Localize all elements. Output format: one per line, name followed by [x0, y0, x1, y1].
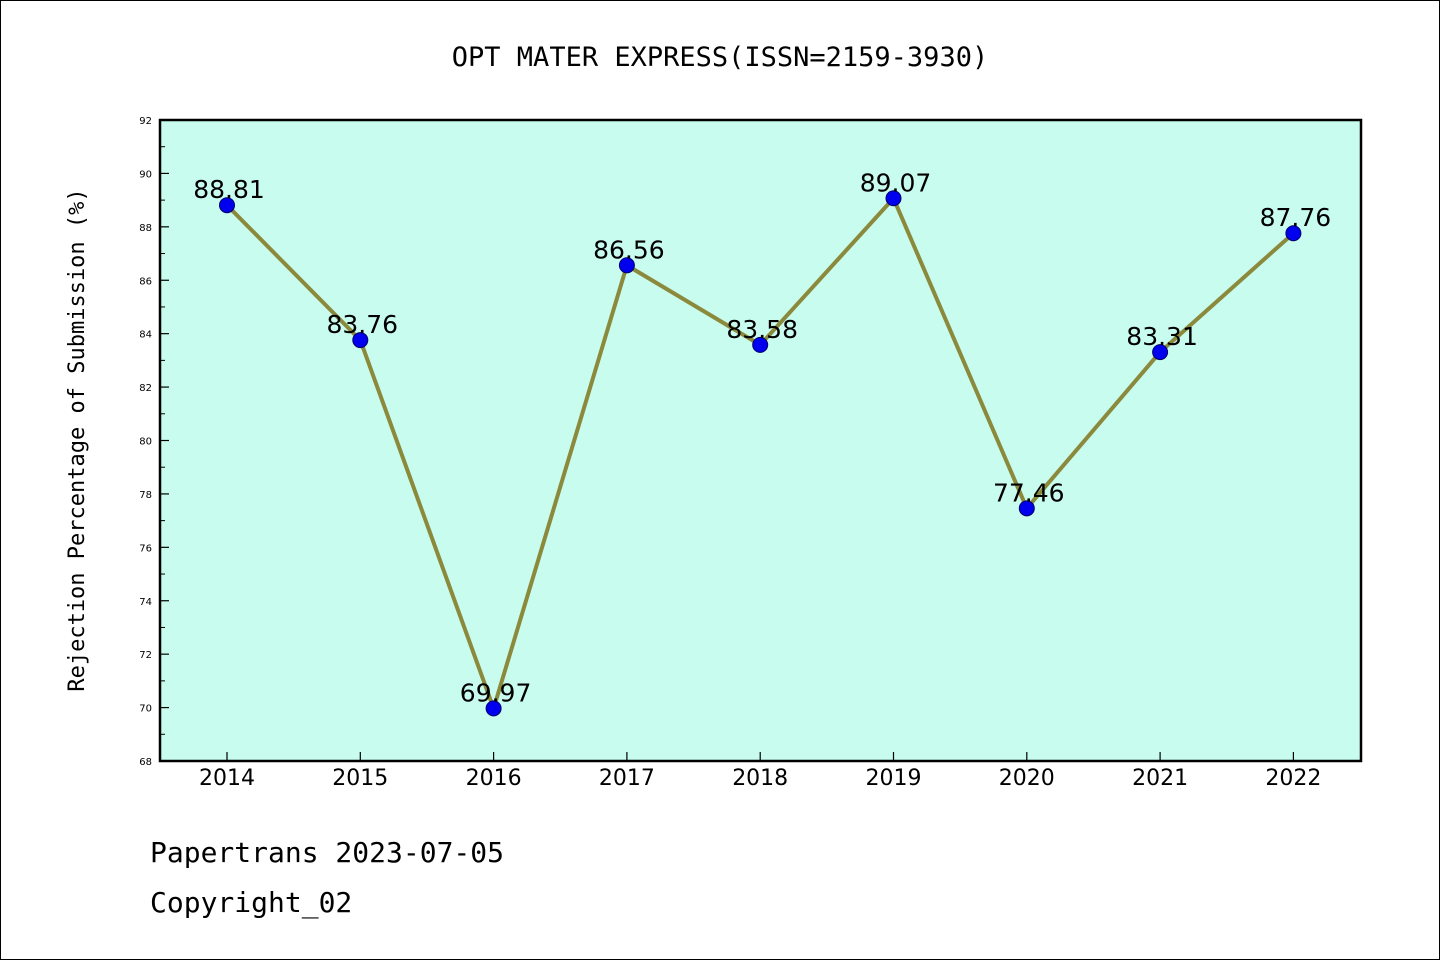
x-tick-label: 2019 — [866, 766, 922, 791]
data-point-marker — [752, 336, 769, 353]
data-point-label: 83.31 — [1126, 322, 1198, 351]
data-point-marker — [885, 190, 902, 207]
axes-layer: 68 70 72 74 76 78 80 82 84 86 88 90 92 2014 2015 2016 20… — [139, 116, 1321, 791]
y-tick-label: 76 — [139, 543, 152, 554]
data-point-marker — [352, 332, 369, 349]
y-tick-label: 92 — [139, 116, 152, 127]
data-point-marker — [219, 197, 235, 214]
data-point-marker — [1018, 500, 1035, 517]
y-tick-label: 74 — [139, 597, 152, 608]
y-axis-label: Rejection Percentage of Submission (%) — [65, 188, 90, 691]
x-tick-label: 2018 — [732, 766, 788, 791]
y-tick-label: 82 — [139, 383, 152, 394]
x-tick-label: 2016 — [466, 766, 522, 791]
chart-title: OPT MATER EXPRESS(ISSN=2159-3930) — [452, 42, 988, 73]
plot-area — [160, 120, 1361, 761]
data-point-label: 88.81 — [193, 175, 265, 204]
footer-copyright: Copyright_02 — [150, 886, 353, 919]
data-point-marker — [1152, 344, 1169, 361]
y-tick-label: 72 — [139, 650, 152, 661]
plot-border — [158, 118, 1363, 763]
y-tick-label: 78 — [139, 490, 152, 501]
x-tick-label: 2015 — [332, 766, 388, 791]
x-tick-label: 2017 — [599, 766, 655, 791]
labels-layer: 88.81 83.76 69.97 86.56 83.58 89.07 77.46 83.31… — [193, 168, 1331, 707]
y-tick-label: 86 — [139, 276, 152, 287]
data-point-label: 69.97 — [460, 678, 532, 707]
y-tick-label: 88 — [139, 223, 152, 234]
y-tick-label: 80 — [139, 437, 152, 448]
x-tick-label: 2014 — [199, 766, 255, 791]
data-point-marker — [485, 700, 502, 717]
data-point-label: 83.76 — [327, 310, 399, 339]
y-tick-label: 70 — [139, 704, 152, 715]
data-point-label: 83.58 — [726, 315, 798, 344]
data-point-marker — [1285, 225, 1302, 242]
y-tick-label: 68 — [139, 757, 152, 768]
data-point-label: 86.56 — [593, 235, 665, 264]
data-point-label: 87.76 — [1260, 203, 1332, 232]
data-point-marker — [618, 257, 635, 274]
footer-credit: Papertrans 2023-07-05 — [150, 836, 505, 869]
series-layer — [219, 190, 1302, 717]
y-tick-label: 90 — [139, 169, 152, 180]
x-tick-label: 2020 — [999, 766, 1055, 791]
data-point-label: 77.46 — [993, 478, 1065, 507]
x-tick-label: 2022 — [1265, 766, 1321, 791]
y-tick-label: 84 — [139, 330, 152, 341]
data-point-label: 89.07 — [860, 168, 932, 197]
x-tick-label: 2021 — [1132, 766, 1188, 791]
